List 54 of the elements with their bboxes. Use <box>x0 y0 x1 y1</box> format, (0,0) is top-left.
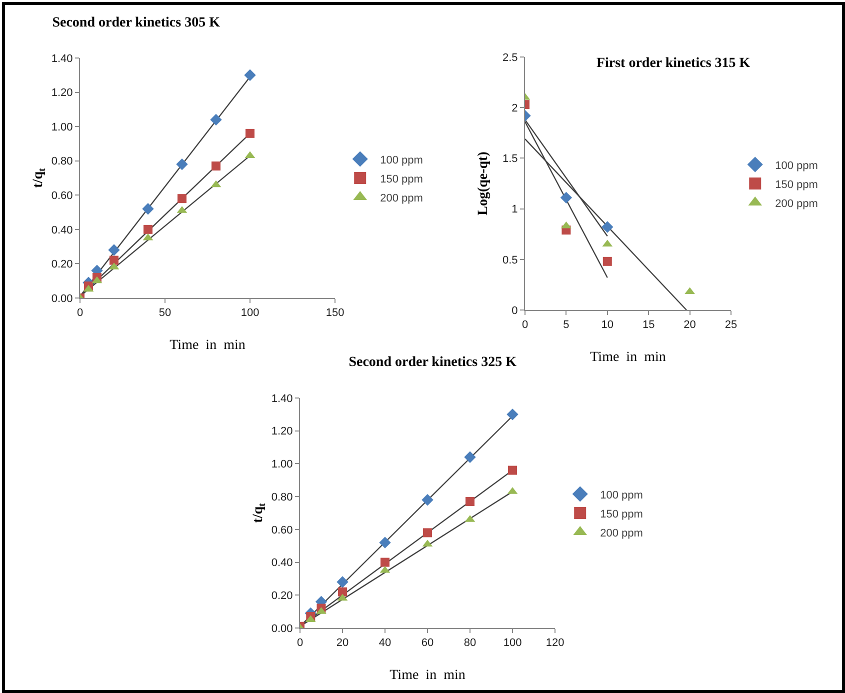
legend-label: 150 ppm <box>380 173 423 186</box>
y-tick-label: 0.40 <box>271 557 293 570</box>
x-tick-label: 5 <box>563 319 570 332</box>
legend-label: 200 ppm <box>600 527 643 540</box>
y-tick-label: 1.5 <box>502 153 518 166</box>
y-tick-label: 0.60 <box>51 190 73 202</box>
y-tick-label: 0.5 <box>502 254 518 266</box>
y-tick-label: 1.00 <box>271 458 293 471</box>
y-tick-label: 1.00 <box>51 121 73 134</box>
y-tick-label: 1.40 <box>51 52 73 65</box>
legend-label: 100 ppm <box>775 160 818 172</box>
x-tick-label: 20 <box>336 637 349 650</box>
y-tick-label: 0.00 <box>271 622 293 635</box>
x-axis-title: Time in min <box>170 338 246 353</box>
x-tick-label: 80 <box>464 637 476 650</box>
legend-label: 200 ppm <box>380 192 423 204</box>
x-tick-label: 100 <box>503 637 522 650</box>
legend-label: 150 ppm <box>775 178 818 191</box>
legend-label: 200 ppm <box>775 198 818 210</box>
x-tick-label: 100 <box>240 307 260 320</box>
x-axis-title: Time in min <box>590 350 666 365</box>
x-tick-label: 150 <box>326 307 344 320</box>
y-tick-label: 0.40 <box>51 224 73 236</box>
x-axis-title: Time in min <box>390 668 466 683</box>
x-tick-label: 15 <box>642 319 655 332</box>
y-tick-label: 2.5 <box>502 52 518 64</box>
chart-title: Second order kinetics 305 K <box>52 15 220 30</box>
x-tick-label: 0 <box>296 637 304 650</box>
y-tick-label: 0.80 <box>51 156 73 168</box>
x-tick-label: 40 <box>378 637 392 650</box>
x-tick-label: 120 <box>546 637 564 650</box>
y-axis-title: Log(qe-qt) <box>476 151 491 216</box>
x-tick-label: 50 <box>158 307 172 320</box>
y-tick-label: 2 <box>512 102 518 114</box>
chart-title: First order kinetics 315 K <box>596 56 750 71</box>
legend-label: 150 ppm <box>600 508 643 520</box>
x-tick-label: 20 <box>684 319 696 332</box>
y-tick-label: 0.60 <box>271 524 293 536</box>
y-tick-label: 0.20 <box>51 258 73 271</box>
x-tick-label: 10 <box>601 319 614 332</box>
y-tick-label: 0.00 <box>51 292 73 305</box>
x-tick-label: 0 <box>522 319 528 332</box>
y-tick-label: 1.20 <box>51 87 73 100</box>
y-tick-label: 0.20 <box>271 590 293 602</box>
legend-label: 100 ppm <box>380 154 423 166</box>
x-tick-label: 60 <box>421 637 434 650</box>
x-tick-label: 0 <box>76 307 84 320</box>
y-tick-label: 0.80 <box>271 491 293 504</box>
y-tick-label: 1 <box>512 204 518 216</box>
chart-title: Second order kinetics 325 K <box>348 355 517 370</box>
y-tick-label: 1.40 <box>271 392 293 405</box>
y-tick-label: 1.20 <box>271 426 293 438</box>
x-tick-label: 25 <box>724 319 738 332</box>
legend-label: 100 ppm <box>600 489 643 502</box>
